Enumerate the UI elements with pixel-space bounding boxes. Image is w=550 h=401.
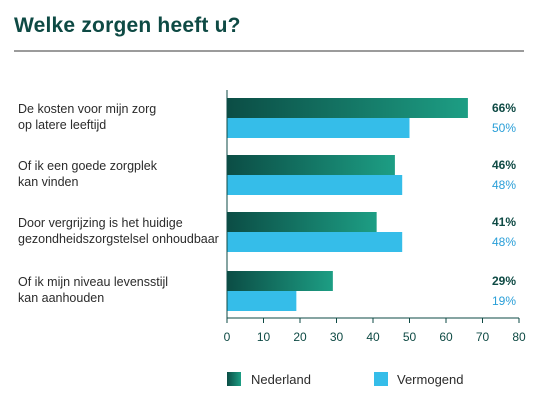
legend-label-vermogend: Vermogend (397, 372, 464, 387)
legend-swatch-vermogend (374, 372, 388, 386)
category-label-line: Of ik mijn niveau levensstijl (18, 275, 168, 289)
legend-swatch-nederland (227, 372, 241, 386)
value-label-vermogend: 48% (492, 235, 516, 249)
category-label-line: kan vinden (18, 175, 79, 189)
x-tick-label: 70 (476, 330, 490, 344)
bar-nederland (227, 271, 333, 291)
x-tick-label: 80 (512, 330, 526, 344)
value-label-vermogend: 19% (492, 294, 516, 308)
bar-nederland (227, 212, 377, 232)
value-label-vermogend: 48% (492, 178, 516, 192)
x-tick-label: 20 (293, 330, 307, 344)
x-tick-label: 40 (366, 330, 380, 344)
category-label: Of ik mijn niveau levensstijl kan aanhoud… (18, 275, 168, 305)
category-label-line: Of ik een goede zorgplek (18, 159, 158, 173)
value-label-nederland: 41% (492, 215, 516, 229)
value-label-nederland: 29% (492, 274, 516, 288)
x-tick-label: 0 (224, 330, 231, 344)
bar-vermogend (227, 232, 403, 252)
value-label-nederland: 66% (492, 101, 516, 115)
value-label-nederland: 46% (492, 158, 516, 172)
title-divider (14, 50, 524, 52)
category-label-line: Door vergrijzing is het huidige (18, 216, 183, 230)
category-label-line: gezondheidszorgstelsel onhoudbaar (18, 232, 219, 246)
category-label-line: op latere leeftijd (18, 118, 106, 132)
category-label-line: kan aanhouden (18, 291, 104, 305)
bar-nederland (227, 98, 468, 118)
bar-nederland (227, 155, 395, 175)
category-label: Door vergrijzing is het huidige gezondhei… (18, 216, 219, 246)
x-tick-label: 10 (257, 330, 271, 344)
bar-vermogend (227, 291, 297, 311)
x-tick-label: 30 (330, 330, 344, 344)
x-tick-label: 60 (439, 330, 453, 344)
bar-vermogend (227, 175, 403, 195)
category-label: De kosten voor mijn zorg op latere leefti… (18, 102, 156, 132)
x-tick-label: 50 (403, 330, 417, 344)
bar-vermogend (227, 118, 410, 138)
legend-label-nederland: Nederland (251, 372, 311, 387)
category-label: Of ik een goede zorgplek kan vinden (18, 159, 158, 189)
value-label-vermogend: 50% (492, 121, 516, 135)
category-label-line: De kosten voor mijn zorg (18, 102, 156, 116)
chart-title: Welke zorgen heeft u? (14, 14, 241, 37)
